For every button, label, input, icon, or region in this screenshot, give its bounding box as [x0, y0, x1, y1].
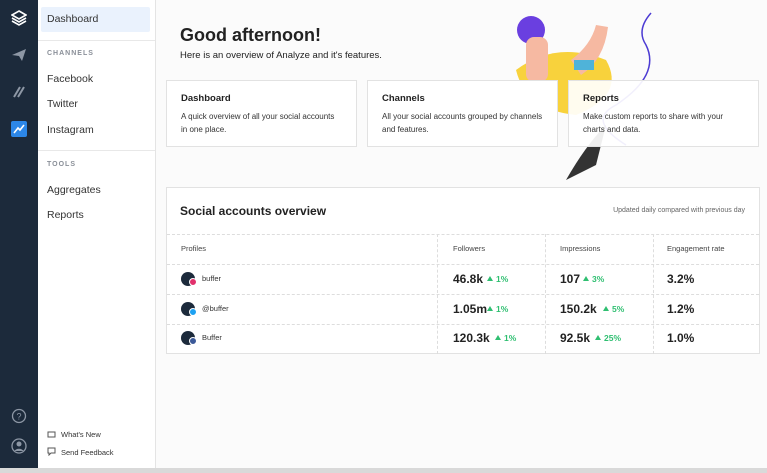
section-heading: CHANNELS [47, 50, 94, 57]
column-divider [437, 234, 438, 354]
engagement-rate: 3.2% [667, 272, 695, 286]
page-subtitle: Here is an overview of Analyze and it's … [180, 50, 382, 61]
publish-icon[interactable] [11, 47, 27, 63]
row-divider [167, 264, 759, 265]
row-divider [167, 294, 759, 295]
network-badge [189, 278, 197, 286]
help-icon[interactable]: ? [11, 408, 27, 424]
impressions-change: 3% [583, 274, 604, 284]
gift-icon [47, 431, 56, 438]
followers: 46.8k [453, 272, 484, 286]
card-text: Make custom reports to share with your c… [583, 112, 724, 134]
section-heading: TOOLS [47, 161, 76, 168]
sidebar: Dashboard CHANNELS Facebook Twitter Inst… [38, 0, 156, 468]
column-header: Engagement rate [667, 244, 725, 253]
impressions-change: 25% [595, 333, 621, 343]
impressions: 150.2k [560, 302, 597, 316]
logo[interactable] [11, 10, 27, 26]
account-icon[interactable] [11, 438, 27, 454]
engagement-rate: 1.0% [667, 331, 695, 345]
engagement-rate: 1.2% [667, 302, 695, 316]
column-header: Followers [453, 244, 486, 253]
bottom-bar [0, 468, 767, 473]
followers-change: 1% [487, 304, 508, 314]
impressions: 92.5k [560, 331, 591, 345]
overview-panel: Social accounts overview Updated daily c… [166, 187, 760, 354]
column-header: Profiles [181, 244, 207, 253]
feature-card[interactable]: Channels All your social accounts grouped… [367, 80, 558, 147]
active-highlight [41, 7, 150, 32]
panel-note: Updated daily compared with previous day [613, 207, 745, 214]
nav-item[interactable]: Reports [47, 209, 84, 221]
network-badge [189, 337, 197, 345]
feedback-icon [47, 447, 56, 456]
followers-change: 1% [487, 274, 508, 284]
nav-item[interactable]: Aggregates [47, 184, 101, 196]
card-text: All your social accounts grouped by chan… [382, 112, 543, 134]
followers: 120.3k [453, 331, 490, 345]
followers: 1.05m [453, 302, 488, 316]
feature-card[interactable]: Reports Make custom reports to share with… [568, 80, 759, 147]
nav-item[interactable]: Dashboard [47, 13, 99, 25]
panel-title: Social accounts overview [180, 204, 327, 218]
column-divider [545, 234, 546, 354]
reply-icon[interactable] [11, 84, 27, 100]
followers-change: 1% [495, 333, 516, 343]
nav-item[interactable]: Twitter [47, 98, 78, 110]
page-title: Good afternoon! [180, 25, 321, 45]
footer-link[interactable]: What's New [61, 430, 101, 439]
profile-name: @buffer [202, 304, 229, 313]
card-text: A quick overview of all your social acco… [181, 112, 335, 134]
impressions: 107 [560, 272, 581, 286]
column-divider [653, 234, 654, 354]
divider [38, 150, 155, 151]
card-title: Reports [583, 93, 619, 104]
nav-item[interactable]: Instagram [47, 124, 94, 136]
row-divider [167, 324, 759, 325]
footer-link[interactable]: Send Feedback [61, 448, 114, 457]
profile-name: buffer [202, 274, 222, 283]
card-title: Channels [382, 93, 425, 104]
analyze-icon[interactable] [11, 121, 27, 137]
network-badge [189, 308, 197, 316]
feature-card[interactable]: Dashboard A quick overview of all your so… [166, 80, 357, 147]
svg-text:?: ? [16, 412, 21, 422]
row-divider [167, 234, 759, 235]
icon-bar: ? [0, 0, 38, 473]
column-header: Impressions [560, 244, 601, 253]
card-title: Dashboard [181, 93, 231, 104]
profile-name: Buffer [202, 333, 222, 342]
divider [38, 40, 155, 41]
impressions-change: 5% [603, 304, 624, 314]
nav-item[interactable]: Facebook [47, 73, 94, 85]
